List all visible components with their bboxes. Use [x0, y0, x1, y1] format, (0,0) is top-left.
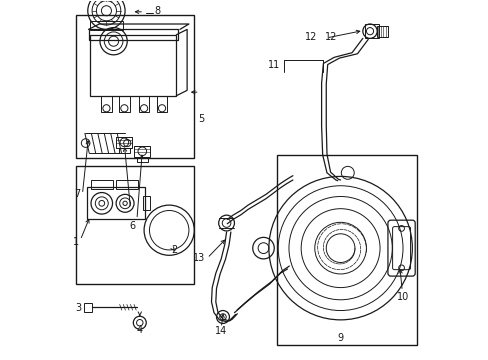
Bar — [139, 96, 149, 112]
Text: 14: 14 — [215, 325, 227, 336]
Bar — [119, 96, 129, 112]
Bar — [119, 148, 130, 153]
Text: 3: 3 — [75, 303, 81, 313]
Text: 8: 8 — [154, 6, 160, 17]
Bar — [88, 30, 178, 40]
Bar — [101, 96, 112, 112]
Bar — [83, 303, 92, 312]
Text: 12: 12 — [325, 32, 337, 41]
Bar — [376, 26, 387, 37]
Bar — [276, 155, 416, 345]
Bar — [116, 137, 132, 148]
Bar — [90, 35, 176, 96]
Text: 13: 13 — [192, 253, 204, 263]
Bar — [134, 146, 150, 157]
Bar — [116, 180, 137, 189]
Text: 9: 9 — [337, 333, 343, 343]
Bar — [136, 157, 148, 162]
Text: 11: 11 — [267, 59, 280, 69]
Bar — [91, 180, 112, 189]
Bar — [364, 24, 378, 39]
Text: 6: 6 — [129, 221, 135, 231]
Text: 12: 12 — [304, 32, 317, 41]
Bar — [87, 187, 144, 220]
Text: 5: 5 — [198, 114, 204, 124]
Text: 4: 4 — [137, 325, 142, 335]
Bar — [76, 15, 194, 158]
Text: 1: 1 — [73, 237, 79, 247]
Bar — [76, 166, 194, 284]
Bar — [156, 96, 167, 112]
Bar — [142, 196, 150, 211]
Text: 7: 7 — [74, 189, 80, 199]
Text: 2: 2 — [171, 245, 177, 255]
Bar — [90, 22, 122, 31]
Text: 10: 10 — [396, 292, 408, 302]
